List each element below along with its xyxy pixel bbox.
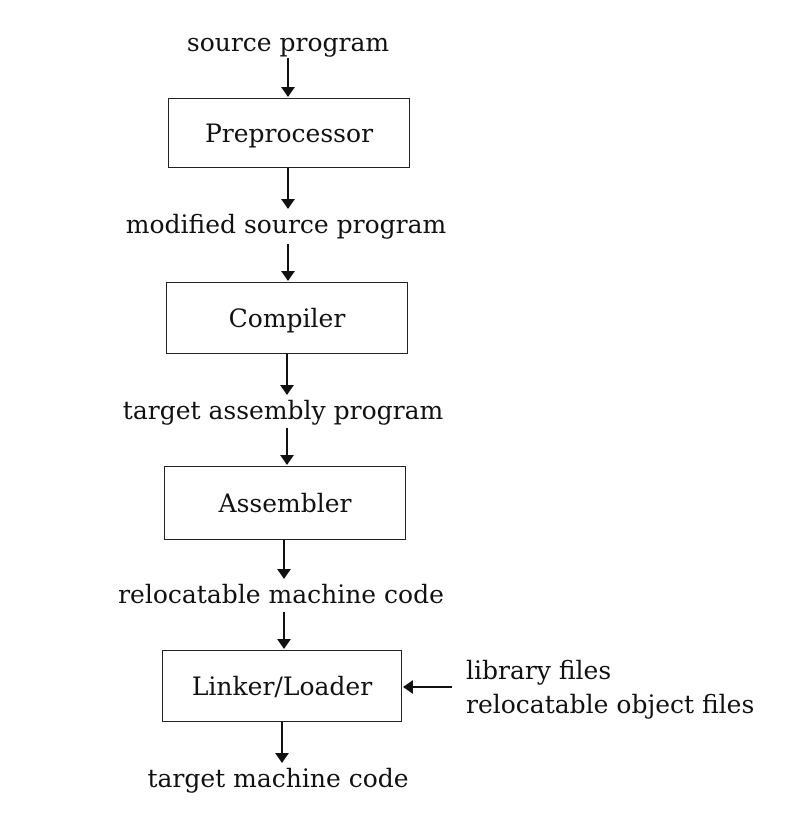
box-assembler-label: Assembler xyxy=(219,489,352,518)
box-preprocessor: Preprocessor xyxy=(168,98,410,168)
box-linker-loader-label: Linker/Loader xyxy=(192,672,372,701)
label-target-machine-code: target machine code xyxy=(147,764,408,794)
side-input-library-files: library files xyxy=(466,654,754,688)
box-linker-loader: Linker/Loader xyxy=(162,650,402,722)
label-modified-source-program: modified source program xyxy=(126,210,446,240)
label-relocatable-machine-code: relocatable machine code xyxy=(118,580,444,610)
side-inputs: library files relocatable object files xyxy=(466,654,754,722)
box-preprocessor-label: Preprocessor xyxy=(205,119,373,148)
side-input-relocatable-object-files: relocatable object files xyxy=(466,688,754,722)
label-source-program: source program xyxy=(187,28,389,58)
box-compiler: Compiler xyxy=(166,282,408,354)
box-assembler: Assembler xyxy=(164,466,406,540)
label-target-assembly-program: target assembly program xyxy=(123,396,443,426)
box-compiler-label: Compiler xyxy=(229,304,346,333)
